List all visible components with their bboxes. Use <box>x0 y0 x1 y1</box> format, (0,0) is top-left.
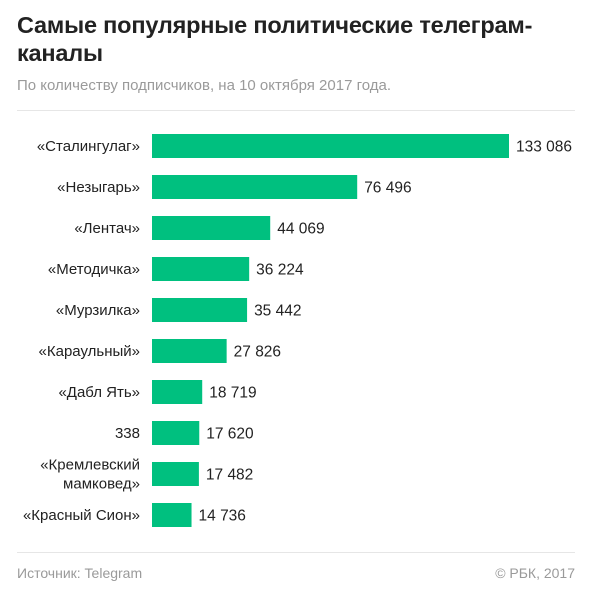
category-label: «Кремлевский мамковед» <box>40 457 140 493</box>
category-label: «Дабл Ять» <box>58 384 140 401</box>
bottom-divider <box>17 552 575 553</box>
bar <box>152 339 227 363</box>
chart-title: Самые популярные политические телеграм-к… <box>17 12 533 66</box>
category-label: «Красный Сион» <box>23 507 140 524</box>
copyright-note: © РБК, 2017 <box>495 565 575 581</box>
bar <box>152 503 192 527</box>
value-label: 36 224 <box>256 262 304 279</box>
category-label: «Методичка» <box>48 261 140 278</box>
bar <box>152 216 271 240</box>
bar <box>152 298 248 322</box>
bar <box>152 257 250 281</box>
bar <box>152 175 358 199</box>
value-label: 76 496 <box>364 180 411 197</box>
bar-chart: «Сталингулаг» 133 086 «Незыгарь» 76 496 «Лен… <box>23 134 572 527</box>
category-label: «Караульный» <box>39 343 140 360</box>
value-label: 27 826 <box>234 344 281 361</box>
value-label: 17 482 <box>206 467 253 484</box>
category-label: «Лентач» <box>74 220 140 237</box>
bar <box>152 134 509 158</box>
value-label: 18 719 <box>209 385 256 402</box>
category-label: «Мурзилка» <box>56 302 140 319</box>
value-label: 44 069 <box>277 221 324 238</box>
source-note: Источник: Telegram <box>17 565 143 581</box>
top-divider <box>17 110 575 111</box>
value-label: 133 086 <box>516 139 572 156</box>
bar <box>152 421 200 445</box>
chart-subtitle: По количеству подписчиков, на 10 октября… <box>17 77 392 94</box>
value-label: 35 442 <box>254 303 301 320</box>
bar <box>152 462 199 486</box>
value-label: 14 736 <box>199 508 246 525</box>
category-label: «Незыгарь» <box>57 179 140 196</box>
category-label: 338 <box>115 425 140 442</box>
value-label: 17 620 <box>206 426 254 443</box>
category-label: «Сталингулаг» <box>37 138 140 155</box>
bar <box>152 380 203 404</box>
